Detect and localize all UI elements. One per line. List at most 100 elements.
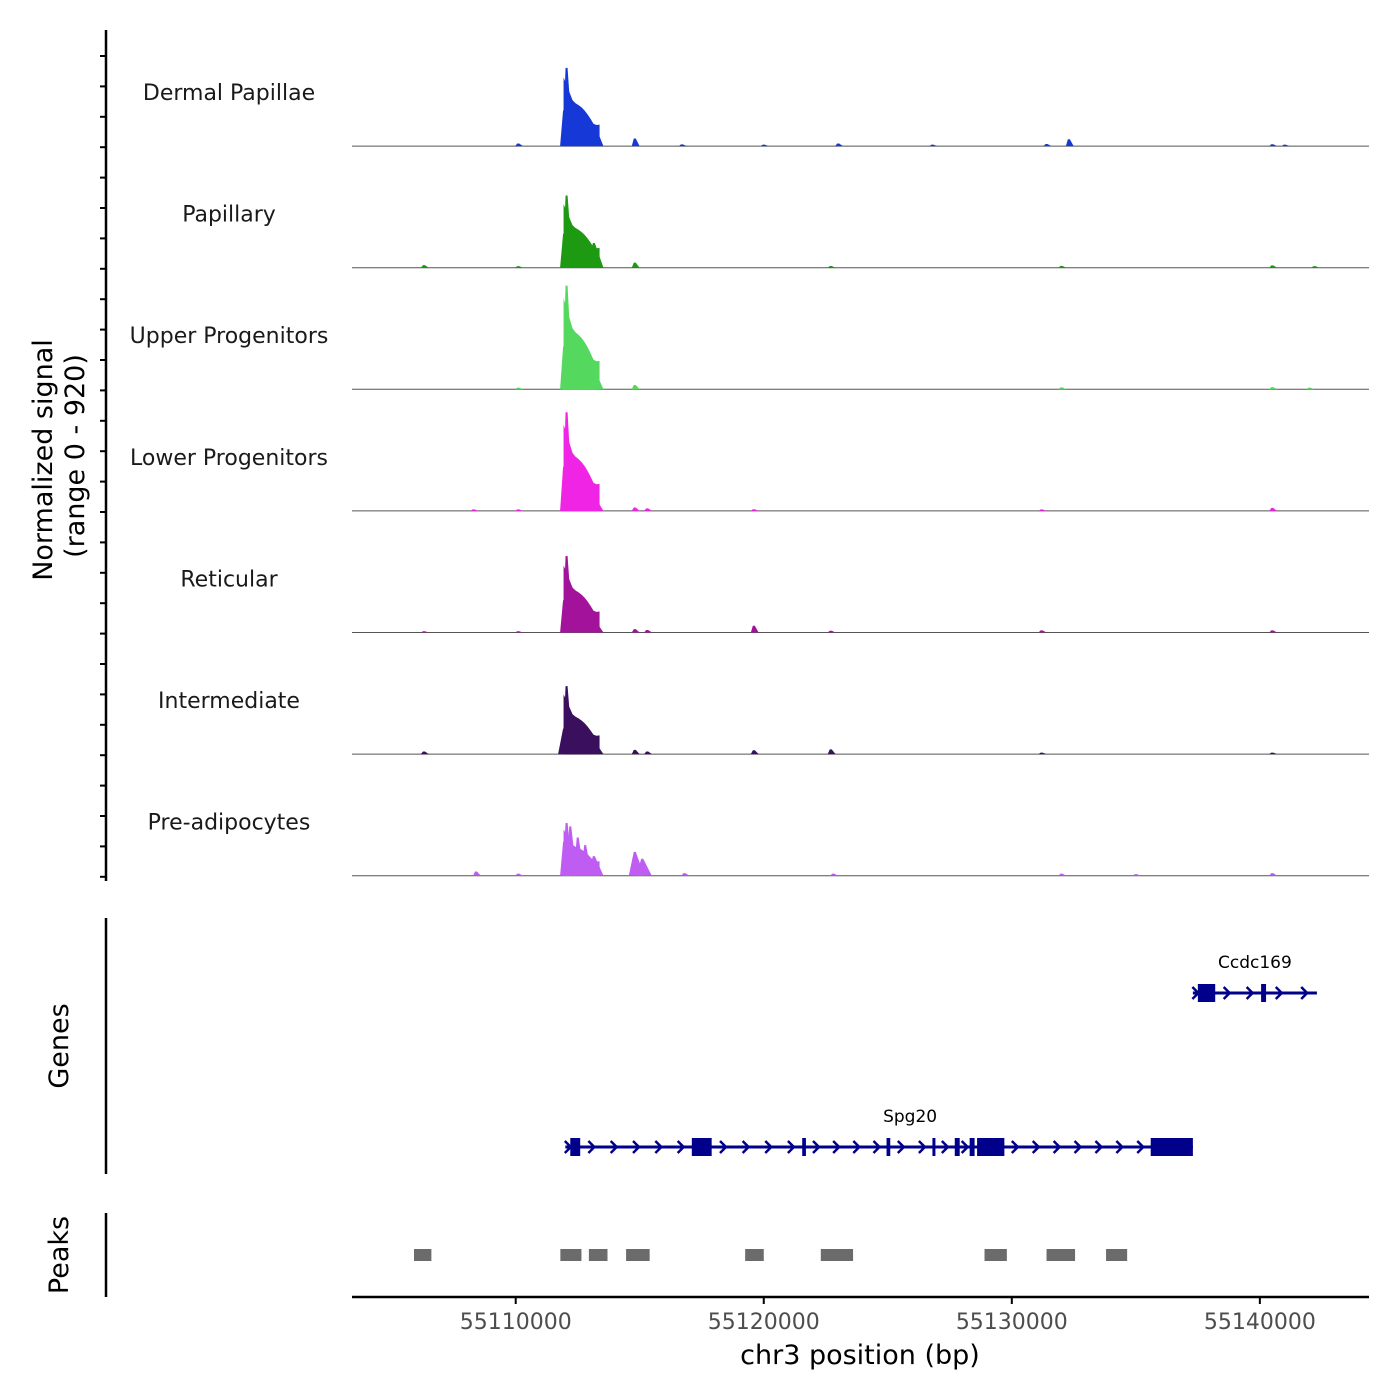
track-label: Pre-adipocytes	[148, 811, 311, 836]
peak-region	[588, 1249, 608, 1261]
peak-region	[745, 1249, 764, 1261]
exon	[1261, 984, 1267, 1002]
signal-peak	[1269, 752, 1278, 755]
signal-peak	[1269, 507, 1278, 511]
strand-arrow	[609, 1140, 619, 1154]
signal-peak	[631, 629, 640, 633]
signal-peak	[631, 507, 640, 511]
coverage-tracks: Dermal Papillae Papillary Upper Progenitor…	[130, 67, 1369, 877]
exon	[886, 1138, 891, 1156]
strand-arrow	[960, 1140, 970, 1154]
x-tick-label: 55140000	[1204, 1310, 1316, 1335]
signal-peak	[636, 858, 652, 876]
strand-arrow	[1300, 986, 1309, 1000]
peak-region	[1106, 1249, 1128, 1261]
track-label: Reticular	[180, 567, 278, 592]
peak-region	[984, 1249, 1007, 1261]
signal-peak	[420, 265, 429, 268]
signal-peak	[420, 631, 429, 633]
gene-spg20: Spg20	[563, 1107, 1193, 1156]
strand-arrow	[1052, 1140, 1062, 1154]
x-tick-label: 55110000	[460, 1310, 572, 1335]
signal-peak	[1058, 873, 1067, 876]
signal-peak	[1281, 144, 1290, 147]
gene-label: Ccdc169	[1218, 953, 1292, 973]
signal-peak	[644, 508, 652, 511]
signal-peak	[835, 143, 843, 147]
gene-label: Spg20	[883, 1107, 937, 1127]
exon	[1197, 984, 1216, 1002]
signal-cluster	[563, 298, 600, 390]
signal-peak	[1269, 265, 1278, 268]
strand-arrow	[1010, 1140, 1020, 1154]
signal-peak	[750, 509, 759, 511]
signal-peak	[515, 509, 523, 511]
strand-arrow	[1031, 1140, 1041, 1154]
strand-arrow	[872, 1140, 882, 1154]
strand-arrow	[940, 1140, 950, 1154]
track-papillary: Papillary	[182, 195, 1369, 269]
strand-arrow	[676, 1140, 686, 1154]
strand-arrow	[1222, 986, 1232, 1000]
signal-peak	[1043, 143, 1052, 147]
strand-arrow	[787, 1140, 796, 1154]
signal-peak	[631, 385, 640, 390]
peaks-axis-title: Peaks	[44, 1216, 75, 1294]
signal-peak	[515, 873, 523, 876]
track-label: Papillary	[182, 203, 276, 228]
track-intermediate: Intermediate	[158, 686, 1369, 755]
signal-peak	[631, 138, 640, 147]
signal-peak	[644, 629, 652, 633]
signal-peak	[1058, 265, 1067, 268]
track-label: Dermal Papillae	[143, 81, 315, 106]
signal-peak	[929, 144, 938, 147]
signal-peak	[678, 144, 687, 147]
signal-peak	[1269, 873, 1278, 876]
signal-peak	[470, 509, 479, 511]
x-axis: 55110000 55120000 55130000 55140000	[352, 1295, 1369, 1335]
x-tick-label: 55120000	[708, 1310, 820, 1335]
signal-peak	[681, 873, 690, 876]
y-axis-title-line1: Normalized signal	[28, 339, 59, 581]
signal-cluster	[563, 829, 600, 876]
strand-arrow	[764, 1140, 774, 1154]
exon	[570, 1138, 581, 1156]
signal-peak	[1306, 387, 1315, 390]
track-label: Intermediate	[158, 689, 300, 714]
strand-arrow	[654, 1140, 664, 1154]
gene-annotation-panel: Ccdc169 Spg20	[104, 918, 1317, 1174]
y-axis-title-line2: (range 0 - 920)	[60, 354, 91, 558]
signal-peak	[644, 751, 652, 755]
signal-peak	[1058, 387, 1067, 390]
x-tick-label: 55130000	[956, 1310, 1068, 1335]
signal-peak	[420, 751, 429, 755]
signal-peak	[473, 871, 481, 876]
signal-peak	[827, 749, 836, 755]
strand-arrow	[1115, 1140, 1125, 1154]
peaks-panel	[104, 1213, 1128, 1297]
signal-peak	[1269, 630, 1278, 633]
strand-arrow	[1094, 1140, 1104, 1154]
track-dermal-papillae: Dermal Papillae	[143, 67, 1369, 147]
signal-peak	[1038, 509, 1047, 511]
strand-arrow	[832, 1140, 841, 1154]
strand-arrow	[1073, 1140, 1083, 1154]
peak-region	[560, 1249, 582, 1261]
strand-arrow	[812, 1140, 821, 1154]
strand-arrow	[632, 1140, 641, 1154]
signal-peak	[827, 630, 836, 633]
signal-peak	[631, 749, 640, 755]
signal-y-axis	[100, 30, 108, 881]
strand-arrow	[852, 1140, 862, 1154]
strand-arrow	[918, 1140, 927, 1154]
signal-peak	[515, 143, 523, 147]
exon	[691, 1138, 712, 1156]
signal-peak	[631, 262, 640, 268]
track-upper-progenitors: Upper Progenitors	[130, 285, 1369, 390]
exon	[977, 1138, 1005, 1156]
track-pre-adipocytes: Pre-adipocytes	[148, 811, 1369, 877]
signal-peak	[750, 625, 759, 633]
peak-region	[1046, 1249, 1076, 1261]
peak-region	[820, 1249, 854, 1261]
signal-cluster	[563, 77, 600, 147]
